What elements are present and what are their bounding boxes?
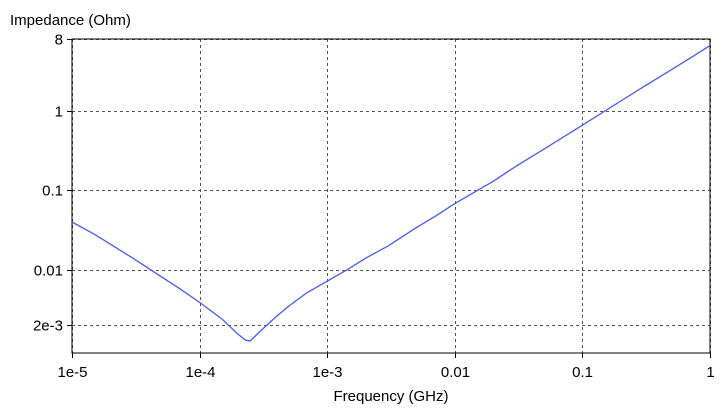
x-tick-label: 0.01 (441, 364, 470, 381)
x-tick-label: 1e-4 (185, 364, 215, 381)
y-axis-title: Impedance (Ohm) (10, 12, 131, 29)
x-tick-label: 1e-3 (312, 364, 342, 381)
x-tick-label: 1e-5 (57, 364, 87, 381)
series-group (71, 45, 711, 342)
x-tick-label: 1 (706, 364, 714, 381)
x-axis-title: Frequency (GHz) (333, 388, 448, 405)
y-tick-label: 1 (55, 104, 63, 121)
y-axis-ticks: 8 1 0.1 0.01 2e-3 (33, 32, 72, 335)
x-axis-ticks: 1e-5 1e-4 1e-3 0.01 0.1 1 (57, 353, 715, 381)
impedance-series-line (71, 45, 711, 342)
plot-area-frame (71, 38, 711, 354)
x-tick-label: 0.1 (572, 364, 593, 381)
y-tick-label: 8 (55, 32, 63, 49)
y-tick-label: 0.1 (42, 183, 63, 200)
grid-lines (72, 39, 711, 353)
y-tick-label: 0.01 (34, 263, 63, 280)
y-tick-label: 2e-3 (33, 318, 63, 335)
